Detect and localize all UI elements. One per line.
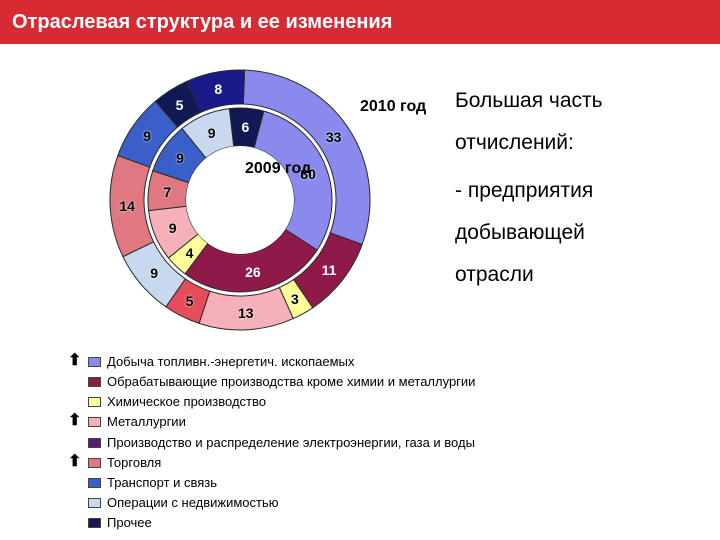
slice-value-label: 5 — [186, 293, 194, 309]
slice-value-label: 14 — [119, 198, 135, 214]
slice-value-label: 9 — [150, 265, 158, 281]
side-text-line: Большая часть — [455, 80, 705, 122]
slice-value-label: 4 — [186, 245, 194, 261]
header-bar: Отраслевая структура и ее изменения — [0, 0, 720, 44]
side-text-line: - предприятия — [455, 170, 705, 212]
side-text: Большая часть отчислений: - предприятия … — [455, 80, 705, 296]
legend-label: Транспорт и связь — [107, 473, 217, 493]
legend-swatch — [88, 458, 101, 468]
slice-value-label: 6 — [241, 119, 249, 135]
legend-swatch — [88, 417, 101, 427]
legend-label: Операции с недвижимостью — [107, 493, 279, 513]
legend-swatch — [88, 377, 101, 387]
legend-label: Прочее — [107, 513, 152, 533]
slice-value-label: 9 — [176, 150, 184, 166]
legend-item: Добыча топливн.-энергетич. ископаемых — [88, 352, 475, 372]
legend-swatch — [88, 498, 101, 508]
page-title: Отраслевая структура и ее изменения — [12, 11, 392, 34]
legend-label: Производство и распределение электроэнер… — [107, 433, 475, 453]
legend-swatch — [88, 518, 101, 528]
legend-label: Химическое производство — [107, 392, 266, 412]
legend-item: Торговля — [88, 453, 475, 473]
trend-up-icon: ⬆ — [68, 353, 81, 369]
outer-year-label: 2010 год — [360, 98, 426, 116]
slice-value-label: 9 — [208, 125, 216, 141]
legend-label: Торговля — [107, 453, 161, 473]
legend: Добыча топливн.-энергетич. ископаемыхОбр… — [88, 352, 475, 533]
slice-value-label: 8 — [214, 81, 222, 97]
legend-label: Металлургии — [107, 412, 186, 432]
slice-value-label: 26 — [245, 264, 261, 280]
side-text-line: добывающей — [455, 212, 705, 254]
slice-value-label: 3 — [291, 291, 299, 307]
slice-value-label: 7 — [163, 184, 171, 200]
legend-label: Обрабатывающие производства кроме химии … — [107, 372, 475, 392]
slice-value-label: 11 — [322, 262, 337, 278]
legend-swatch — [88, 478, 101, 488]
slice-value-label: 9 — [169, 220, 177, 236]
legend-label: Добыча топливн.-энергетич. ископаемых — [107, 352, 354, 372]
legend-item: Обрабатывающие производства кроме химии … — [88, 372, 475, 392]
donut-svg — [100, 60, 380, 340]
trend-up-icon: ⬆ — [68, 413, 81, 429]
legend-swatch — [88, 438, 101, 448]
legend-item: Прочее — [88, 513, 475, 533]
legend-swatch — [88, 397, 101, 407]
legend-item: Транспорт и связь — [88, 473, 475, 493]
side-text-line: отрасли — [455, 254, 705, 296]
slice-value-label: 9 — [143, 128, 151, 144]
slice-value-label: 5 — [176, 97, 184, 113]
legend-swatch — [88, 357, 101, 367]
legend-item: Химическое производство — [88, 392, 475, 412]
legend-item: Производство и распределение электроэнер… — [88, 433, 475, 453]
legend-item: Операции с недвижимостью — [88, 493, 475, 513]
slice-value-label: 33 — [326, 129, 342, 145]
legend-item: Металлургии — [88, 412, 475, 432]
side-text-line: отчислений: — [455, 122, 705, 164]
donut-chart: 331131359149583026497996 — [100, 60, 380, 340]
slice-value-label: 13 — [238, 305, 254, 321]
trend-up-icon: ⬆ — [68, 454, 81, 470]
inner-year-label: 2009 год — [245, 160, 311, 178]
